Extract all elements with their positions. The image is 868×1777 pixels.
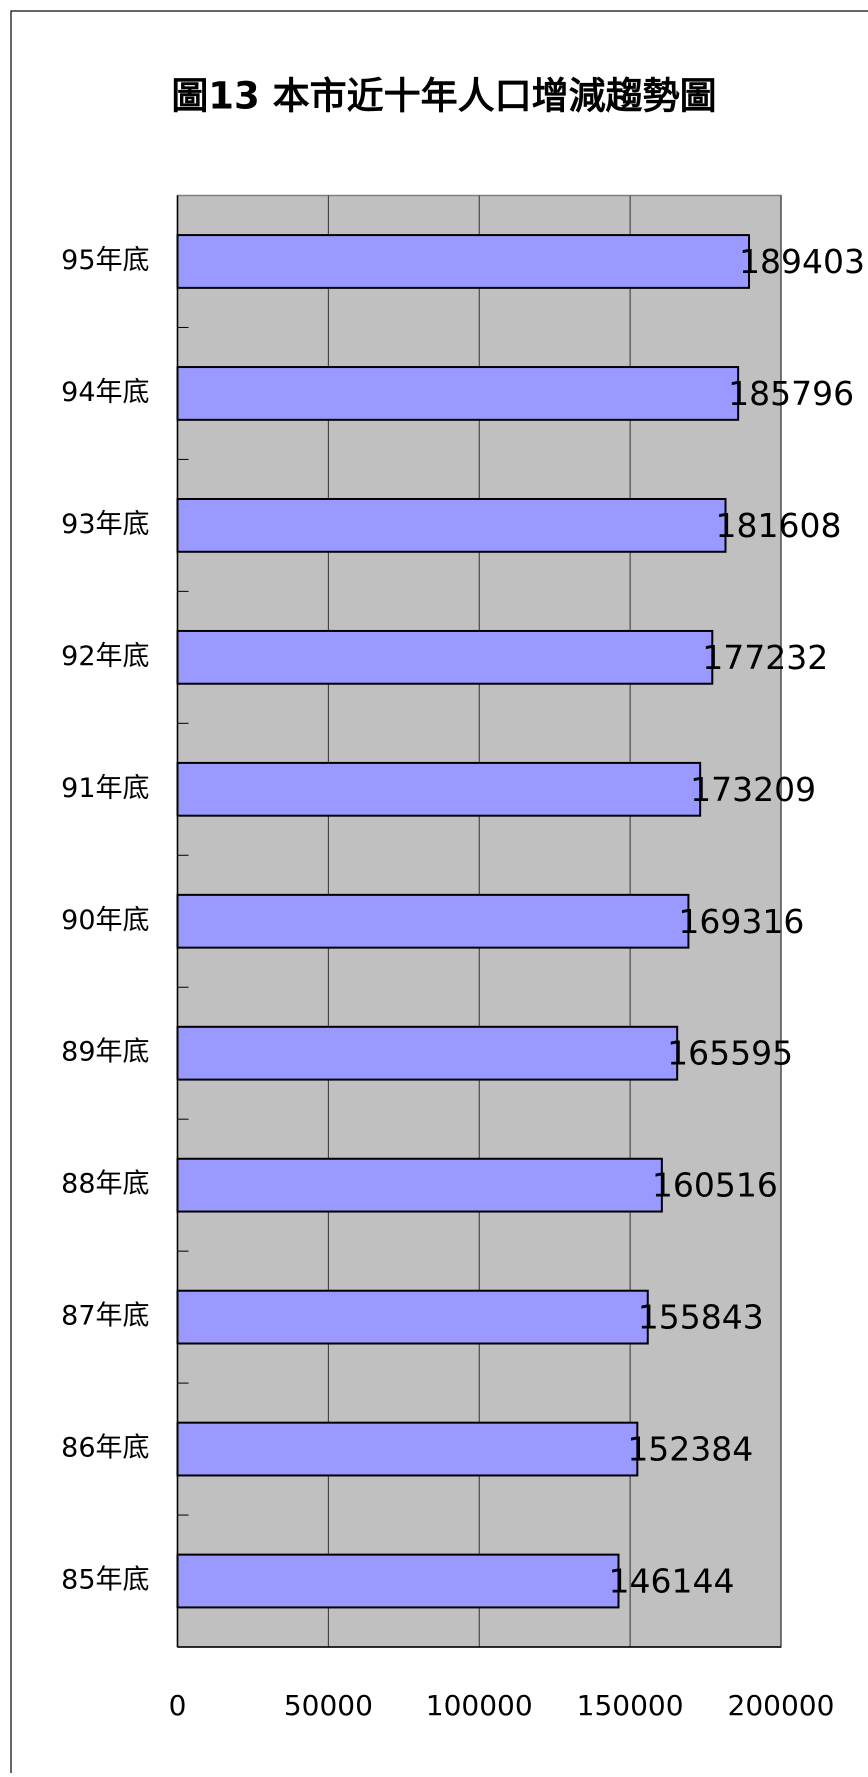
bar bbox=[176, 1025, 679, 1081]
bar bbox=[176, 761, 702, 817]
x-tick-label: 150000 bbox=[577, 1689, 684, 1722]
x-tick-label: 100000 bbox=[426, 1689, 533, 1722]
y-tick-label: 87年底 bbox=[61, 1301, 149, 1332]
bar bbox=[176, 366, 740, 421]
y-tick-label: 94年底 bbox=[61, 377, 149, 408]
data-label: 173209 bbox=[690, 770, 816, 809]
x-tick-label: 50000 bbox=[284, 1689, 373, 1722]
y-tick-label: 89年底 bbox=[61, 1037, 149, 1068]
data-label: 185796 bbox=[728, 374, 854, 413]
data-label: 169316 bbox=[678, 902, 804, 941]
y-tick-label: 91年底 bbox=[61, 773, 149, 804]
data-label: 152384 bbox=[627, 1430, 753, 1469]
bar bbox=[176, 1289, 649, 1345]
data-label: 160516 bbox=[652, 1166, 778, 1205]
y-tick-label: 85年底 bbox=[61, 1565, 149, 1596]
data-label: 189403 bbox=[739, 242, 865, 281]
data-label: 181608 bbox=[716, 506, 842, 545]
data-label: 177232 bbox=[702, 638, 828, 677]
y-tick-label: 93年底 bbox=[61, 509, 149, 540]
data-label: 155843 bbox=[638, 1298, 764, 1337]
x-tick-label: 0 bbox=[169, 1689, 187, 1722]
bar bbox=[176, 629, 714, 685]
chart-title: 圖13 本市近十年人口增減趨勢圖 bbox=[171, 75, 716, 118]
y-tick-label: 90年底 bbox=[61, 905, 149, 936]
x-tick-label: 200000 bbox=[728, 1689, 835, 1722]
data-label: 146144 bbox=[608, 1562, 734, 1601]
bar bbox=[176, 1157, 663, 1213]
bar bbox=[176, 1421, 639, 1477]
bar bbox=[176, 1553, 620, 1609]
y-tick-label: 92年底 bbox=[61, 641, 149, 672]
y-tick-label: 86年底 bbox=[61, 1433, 149, 1464]
bar bbox=[176, 497, 727, 553]
y-tick-label: 95年底 bbox=[61, 245, 149, 276]
bar bbox=[176, 234, 751, 289]
y-tick-label: 88年底 bbox=[61, 1169, 149, 1200]
data-label: 165595 bbox=[667, 1034, 793, 1073]
bar bbox=[176, 893, 690, 949]
